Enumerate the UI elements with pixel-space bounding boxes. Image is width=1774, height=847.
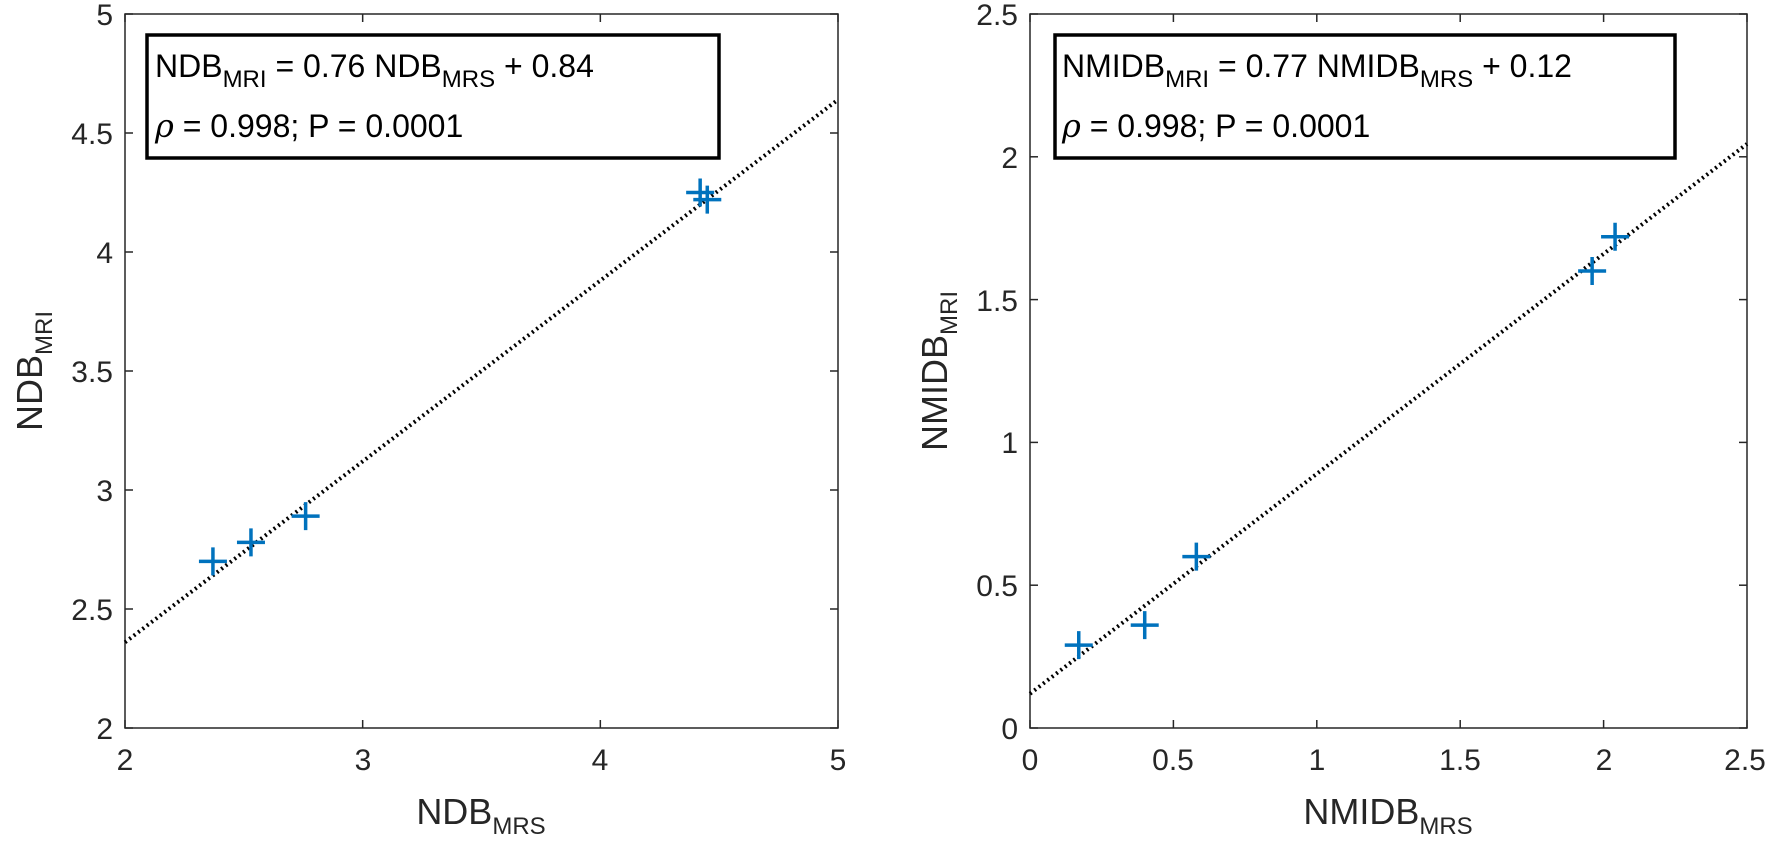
left-xtick-label: 3 bbox=[355, 744, 372, 777]
right-y-axis-label: NMIDBMRI bbox=[914, 291, 963, 451]
right-panel: 0 0.5 1 1.5 2 2.5 0 0.5 1 1.5 2 2.5 NMID… bbox=[914, 0, 1766, 840]
right-correlation-stats: ρ = 0.998; P = 0.0001 bbox=[1061, 107, 1370, 145]
right-xtick-label: 1.5 bbox=[1439, 744, 1481, 777]
right-xtick-label: 2.5 bbox=[1724, 744, 1766, 777]
left-data-point bbox=[198, 547, 227, 576]
right-xtick-label: 2 bbox=[1596, 744, 1613, 777]
right-data-point bbox=[1130, 611, 1159, 640]
left-correlation-stats: ρ = 0.998; P = 0.0001 bbox=[154, 107, 463, 145]
left-xtick-label: 4 bbox=[592, 744, 609, 777]
left-xtick-label: 5 bbox=[830, 744, 847, 777]
right-xtick-marks bbox=[1029, 14, 1748, 728]
left-ytick-label: 4 bbox=[96, 237, 113, 270]
left-panel: 2 3 4 5 2 2.5 3 3.5 4 4.5 5 NDBMRS NDBMR… bbox=[9, 0, 846, 840]
left-xtick-label: 2 bbox=[117, 744, 134, 777]
left-ytick-label: 3 bbox=[96, 475, 113, 508]
right-data-points bbox=[1064, 222, 1630, 660]
left-data-points bbox=[198, 178, 722, 576]
left-ytick-label: 4.5 bbox=[71, 118, 113, 151]
right-ytick-label: 1.5 bbox=[976, 285, 1018, 318]
left-x-axis-label: NDBMRS bbox=[416, 791, 545, 840]
left-y-axis-label: NDBMRI bbox=[9, 311, 58, 431]
right-data-point bbox=[1064, 631, 1093, 660]
left-ytick-marks bbox=[125, 13, 838, 729]
left-data-point bbox=[693, 185, 722, 214]
left-data-point bbox=[291, 502, 320, 531]
left-ytick-label: 5 bbox=[96, 0, 113, 32]
right-xtick-label: 0 bbox=[1022, 744, 1039, 777]
right-x-axis-label: NMIDBMRS bbox=[1303, 791, 1472, 840]
left-fit-line bbox=[123, 98, 840, 644]
left-ytick-label: 2.5 bbox=[71, 594, 113, 627]
left-ytick-label: 2 bbox=[96, 713, 113, 746]
right-xtick-label: 1 bbox=[1309, 744, 1326, 777]
left-data-point bbox=[236, 528, 265, 557]
right-ytick-label: 0 bbox=[1001, 713, 1018, 746]
right-data-point bbox=[1578, 257, 1607, 286]
right-ytick-label: 2 bbox=[1001, 142, 1018, 175]
right-ytick-marks bbox=[1030, 13, 1747, 729]
left-ytick-label: 3.5 bbox=[71, 356, 113, 389]
right-annotation-box bbox=[1053, 33, 1677, 160]
left-xtick-marks bbox=[124, 14, 839, 728]
left-regression-equation: NDBMRI = 0.76 NDBMRS + 0.84 bbox=[155, 48, 594, 93]
right-ytick-label: 2.5 bbox=[976, 0, 1018, 32]
right-ytick-label: 1 bbox=[1001, 427, 1018, 460]
right-regression-equation: NMIDBMRI = 0.77 NMIDBMRS + 0.12 bbox=[1062, 48, 1572, 93]
right-fit-line bbox=[1028, 142, 1749, 696]
left-annotation-box bbox=[145, 33, 721, 160]
right-ytick-label: 0.5 bbox=[976, 570, 1018, 603]
right-data-point bbox=[1601, 222, 1630, 251]
left-data-point bbox=[686, 178, 715, 207]
right-data-point bbox=[1182, 542, 1211, 571]
right-xtick-label: 0.5 bbox=[1152, 744, 1194, 777]
